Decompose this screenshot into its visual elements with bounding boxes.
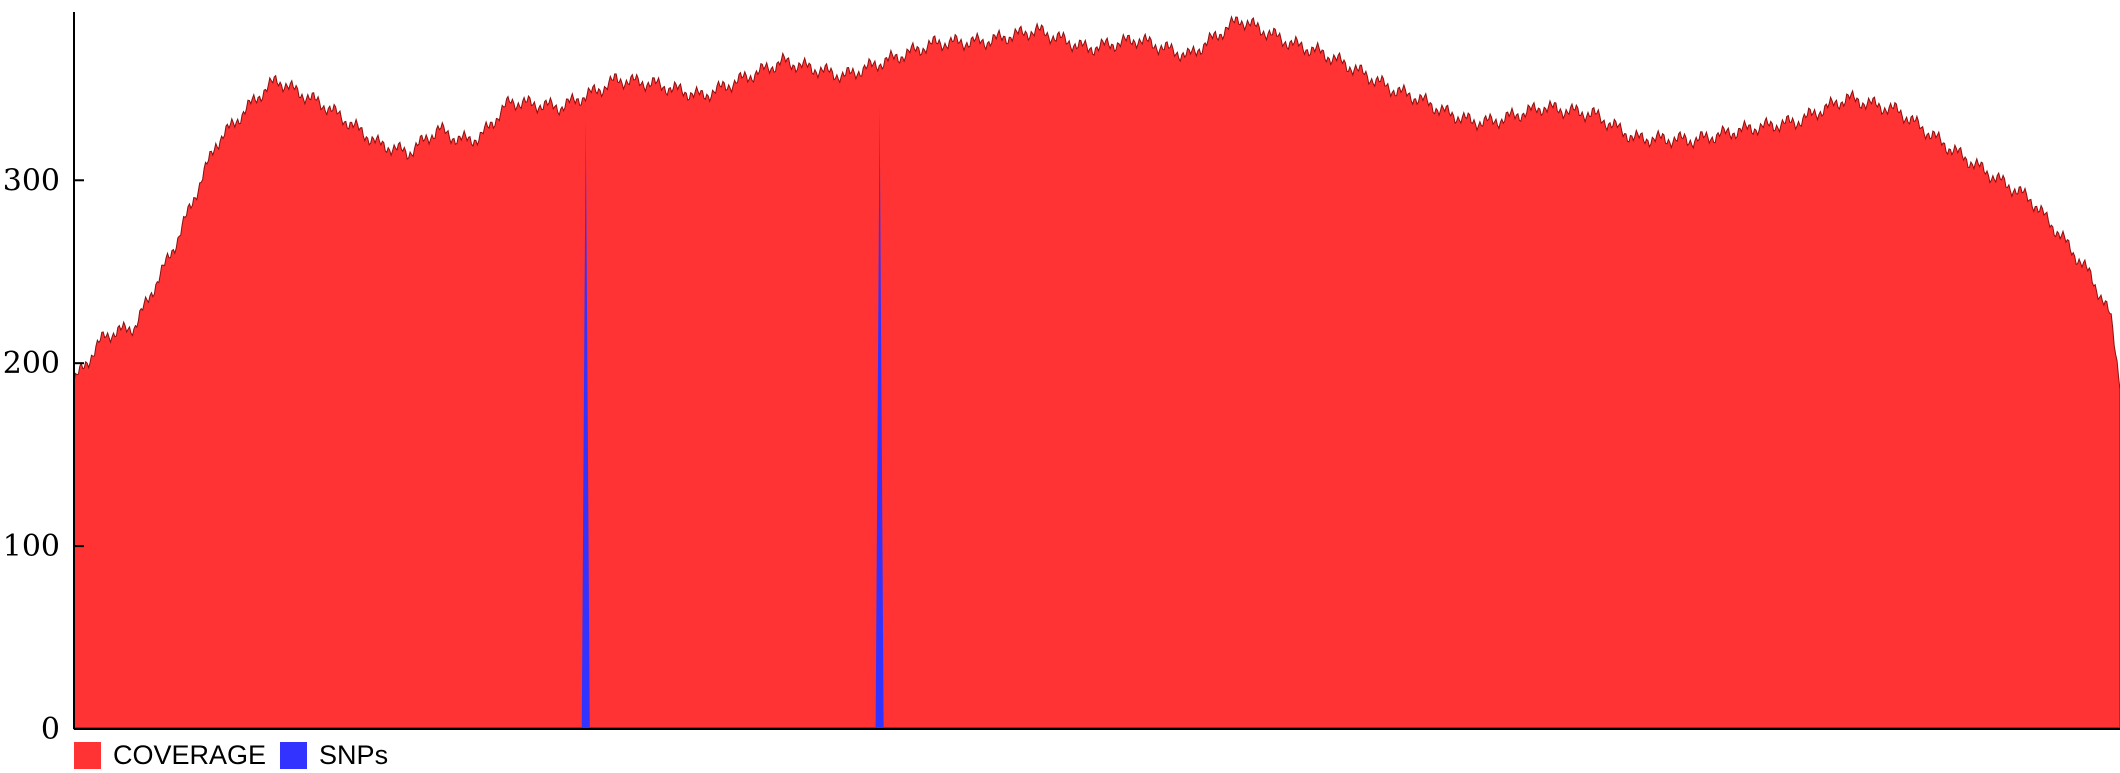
snp-spike-0 [581,119,590,729]
y-tick-label-100: 100 [3,529,60,564]
legend-label-snps: SNPs [319,740,389,770]
plot-area [73,15,2120,730]
legend-item-coverage: COVERAGE [74,740,266,771]
legend: COVERAGE SNPs [74,740,402,771]
y-tick-label-0: 0 [41,712,60,747]
series-coverage-area [73,15,2120,730]
legend-label-coverage: COVERAGE [113,740,267,770]
snp-spike-1 [875,107,884,729]
legend-swatch-coverage [74,742,101,769]
y-tick-label-300: 300 [3,163,60,198]
legend-swatch-snps [280,742,308,769]
legend-item-snps: SNPs [280,740,388,771]
y-tick-label-200: 200 [3,346,60,381]
axes: 0 100 200 300 [3,12,2120,747]
